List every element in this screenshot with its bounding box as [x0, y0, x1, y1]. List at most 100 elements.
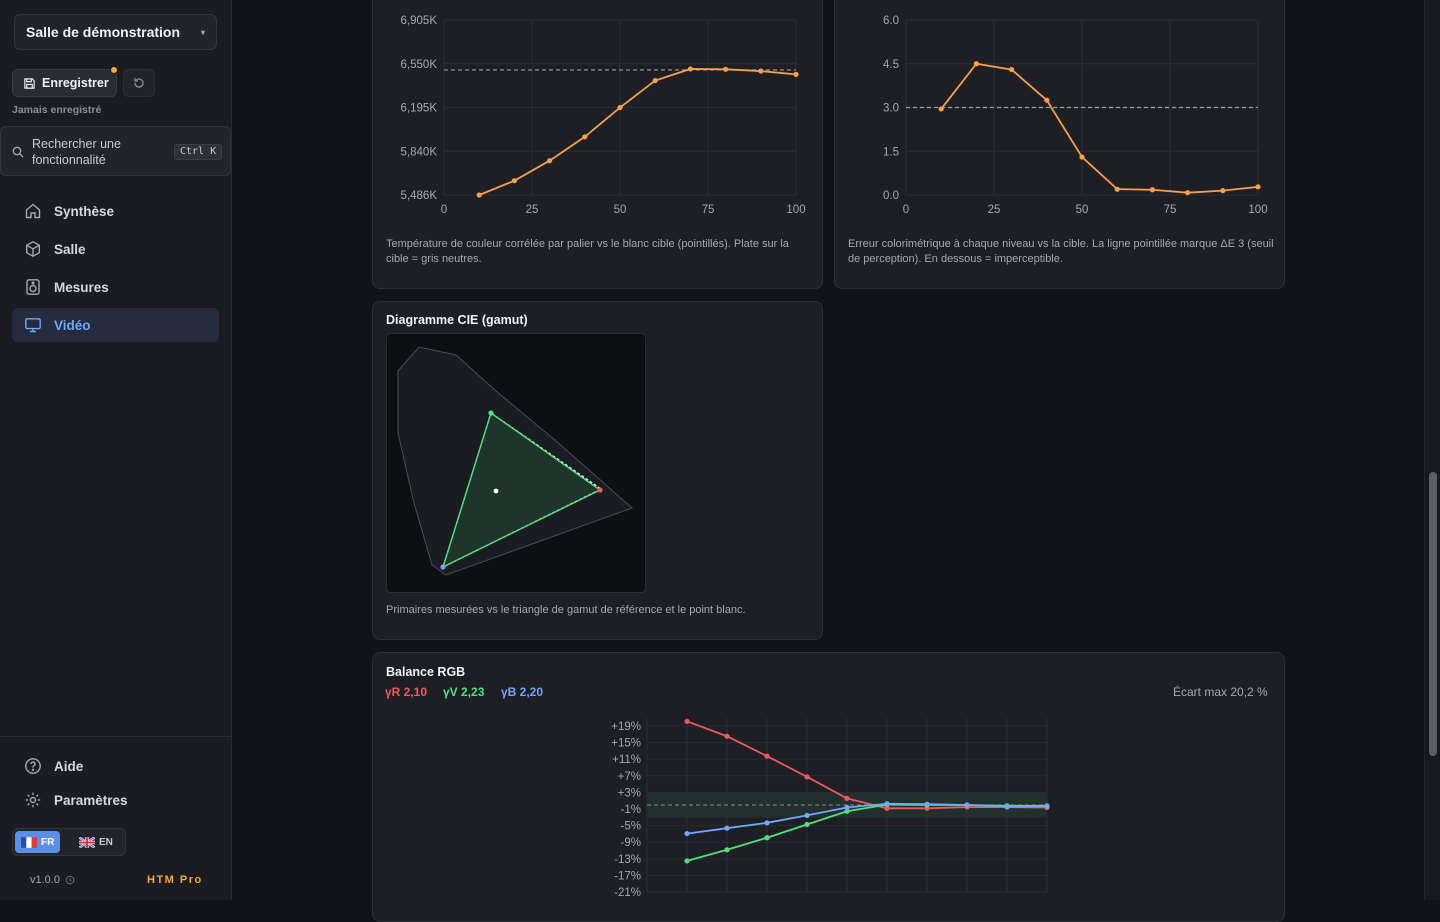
delta-e-chart: 6.0 4.5 3.0 1.5 0.0 0 25 50 75 100 [883, 15, 1268, 216]
version-info: v1.0.0 [30, 874, 75, 886]
scrollbar-thumb[interactable] [1429, 472, 1437, 756]
data-point [1220, 188, 1226, 194]
sidebar-item-label: Aide [54, 758, 84, 774]
help-icon [25, 758, 41, 774]
y-tick-label: 6,195K [401, 103, 438, 115]
data-point [724, 733, 730, 739]
rgb-balance-card: Balance RGB [372, 652, 1285, 922]
red-primary [597, 487, 603, 493]
sidebar-item-label: Paramètres [54, 792, 128, 808]
sidebar-divider [0, 736, 231, 737]
data-point [844, 804, 850, 811]
data-point [1114, 186, 1120, 192]
y-tick-label: +11% [612, 754, 641, 766]
data-point [764, 820, 770, 826]
sidebar-item-mesures[interactable]: Mesures [12, 270, 219, 304]
sidebar-item-video[interactable]: Vidéo [12, 308, 219, 342]
y-tick-label: 1.5 [883, 146, 899, 158]
gamma-red: γR 2,10 [385, 685, 428, 699]
language-switch: FR EN [12, 828, 126, 856]
data-point [684, 858, 690, 864]
series-line [686, 720, 1048, 810]
data-point [687, 66, 693, 72]
y-tick-label: +15% [611, 738, 641, 750]
green-primary [488, 410, 494, 416]
y-tick-label: -1% [621, 804, 641, 816]
language-en-button[interactable]: EN [73, 831, 119, 853]
y-tick-label: -21% [614, 887, 641, 899]
data-point [973, 61, 979, 67]
reset-button[interactable] [123, 69, 155, 97]
data-point [547, 158, 553, 164]
x-tick-label: 0 [903, 204, 909, 216]
sidebar-item-label: Mesures [54, 279, 109, 295]
uk-flag-icon [79, 836, 95, 848]
scrollbar[interactable] [1424, 0, 1440, 900]
blue-primary [440, 564, 446, 570]
data-point [804, 812, 810, 818]
data-point [844, 808, 850, 814]
room-select[interactable]: Salle de démonstration ▾ [14, 14, 217, 50]
sidebar-item-synthese[interactable]: Synthèse [12, 194, 219, 228]
data-point [1044, 97, 1050, 103]
y-tick-label: -5% [621, 821, 641, 833]
data-point [684, 830, 690, 837]
y-tick-label: 4.5 [883, 59, 899, 71]
history-icon[interactable] [65, 875, 75, 885]
data-point [964, 802, 970, 808]
gear-icon [25, 792, 41, 808]
data-point [724, 825, 730, 831]
data-point [764, 753, 770, 759]
series-line [940, 62, 1259, 194]
measured-gamut-triangle [441, 411, 602, 569]
y-tick-label: 3.0 [883, 103, 899, 115]
data-point [724, 847, 730, 853]
data-point [1149, 187, 1155, 193]
spectral-locus [397, 346, 633, 576]
data-point [1079, 154, 1085, 160]
white-point [493, 488, 499, 494]
data-point [924, 801, 930, 807]
language-code: EN [99, 836, 113, 848]
y-tick-label: -17% [614, 870, 641, 882]
data-point [476, 192, 482, 198]
search-icon [12, 146, 24, 158]
y-tick-label: -9% [621, 837, 641, 849]
rgb-title: Balance RGB [386, 665, 466, 679]
save-button[interactable]: Enregistrer [12, 69, 117, 97]
delta-e-caption: Erreur colorimétrique à chaque niveau vs… [848, 238, 1274, 265]
sidebar-item-aide[interactable]: Aide [12, 749, 219, 783]
x-tick-label: 25 [526, 204, 539, 216]
language-fr-button[interactable]: FR [15, 831, 61, 853]
y-tick-label: 6,550K [401, 59, 438, 71]
version-label: v1.0.0 [30, 874, 60, 886]
caret-down-icon: ▾ [200, 28, 205, 37]
search-shortcut: Ctrl K [174, 144, 223, 160]
data-point [793, 71, 799, 77]
data-point [1044, 803, 1050, 809]
x-tick-label: 0 [441, 204, 447, 216]
search-placeholder: Rechercher une fonctionnalité [32, 137, 121, 167]
x-tick-label: 100 [1248, 204, 1267, 216]
data-point [652, 77, 658, 84]
cie-card: Diagramme CIE (gamut) Primaires mesurées… [372, 301, 823, 640]
france-flag-icon [21, 836, 37, 848]
y-tick-label: 0.0 [883, 190, 899, 202]
sidebar: Salle de démonstration ▾ Enregistrer Jam… [0, 0, 232, 900]
sidebar-item-parametres[interactable]: Paramètres [12, 783, 219, 817]
sidebar-item-salle[interactable]: Salle [12, 232, 219, 266]
y-tick-label: 6.0 [883, 15, 899, 27]
data-point [1009, 66, 1015, 73]
y-tick-label: 6,905K [401, 15, 438, 27]
feature-search[interactable]: Rechercher une fonctionnalité Ctrl K [0, 126, 231, 176]
data-point [684, 718, 690, 724]
data-point [758, 68, 764, 74]
data-point [511, 178, 517, 184]
sidebar-item-label: Vidéo [54, 317, 91, 333]
data-point [884, 801, 890, 807]
data-point [1255, 184, 1261, 190]
home-icon [25, 203, 41, 219]
brand-label: HTM Pro [147, 874, 203, 886]
data-point [804, 774, 810, 780]
